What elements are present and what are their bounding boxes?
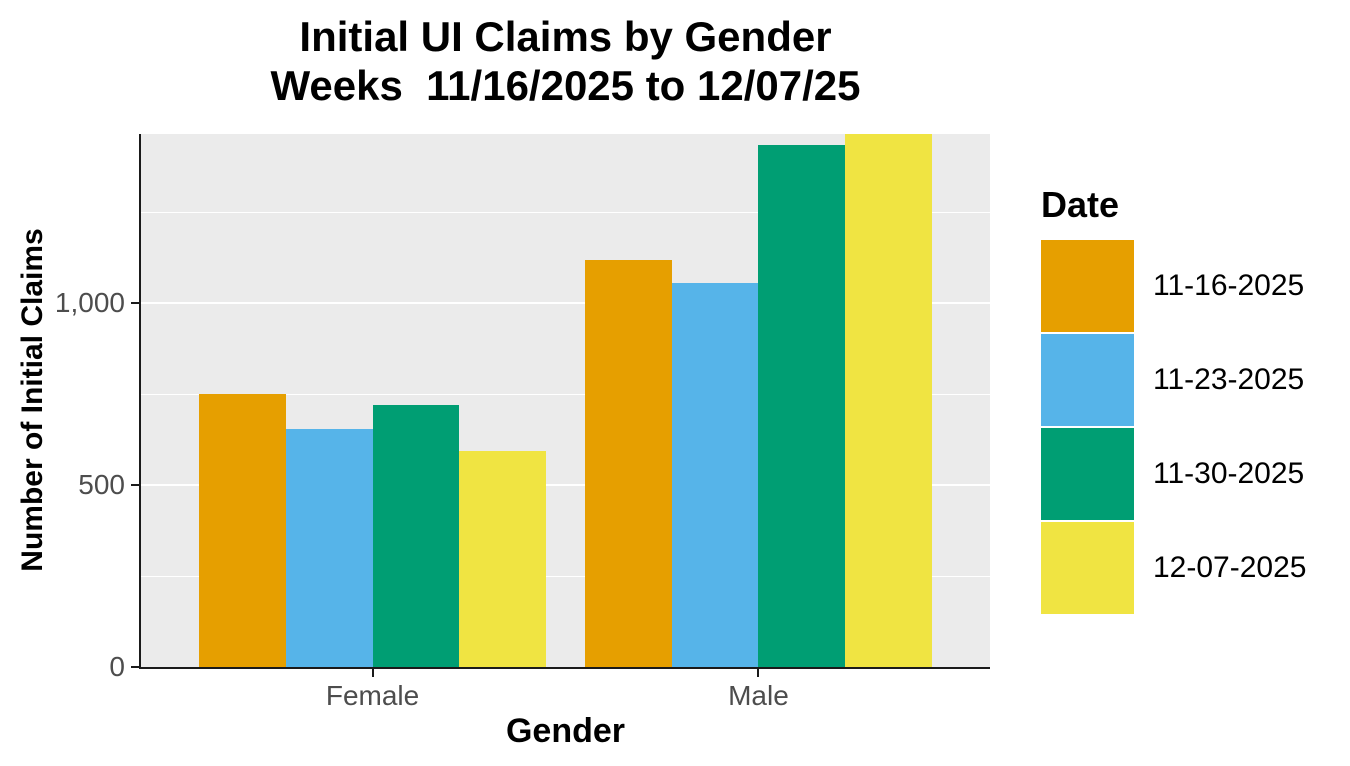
y-tick-label-500: 500: [78, 469, 125, 501]
legend-swatch-12-07-2025: [1041, 522, 1134, 614]
x-tick-mark-female: [371, 669, 374, 677]
bar-male-11-23-2025: [671, 283, 759, 667]
y-tick-mark-0: [131, 666, 139, 668]
legend: Date 11-16-2025 11-23-2025 11-30-2025 12-07…: [1041, 184, 1306, 616]
gridline-major-1000: [141, 302, 990, 305]
y-axis-title: Number of Initial Claims: [16, 228, 49, 572]
legend-item-12-07-2025: 12-07-2025: [1041, 522, 1306, 614]
plot-area: [141, 134, 990, 667]
x-tick-mark-male: [757, 669, 760, 677]
y-tick-mark-500: [131, 484, 139, 487]
legend-label-12-07-2025: 12-07-2025: [1153, 551, 1307, 584]
x-axis-title: Gender: [505, 712, 626, 750]
bar-female-12-07-2025: [459, 450, 547, 667]
gridline-minor-750: [141, 393, 990, 395]
legend-swatch-11-23-2025: [1041, 334, 1134, 426]
legend-label-11-23-2025: 11-23-2025: [1153, 363, 1305, 396]
bar-female-11-23-2025: [285, 428, 373, 667]
legend-title: Date: [1041, 184, 1120, 225]
chart-title: Initial UI Claims by Gender Weeks 11/16/…: [141, 12, 990, 110]
bar-female-11-30-2025: [372, 405, 460, 667]
bar-male-11-16-2025: [584, 259, 672, 667]
legend-item-11-23-2025: 11-23-2025: [1041, 334, 1306, 426]
legend-item-11-16-2025: 11-16-2025: [1041, 240, 1306, 332]
chart-title-line-2: Weeks 11/16/2025 to 12/07/25: [270, 62, 861, 109]
gridline-major-500: [141, 484, 990, 487]
legend-label-11-30-2025: 11-30-2025: [1153, 457, 1305, 490]
chart-title-line-1: Initial UI Claims by Gender: [299, 13, 832, 60]
gridline-minor-1250: [141, 211, 990, 213]
y-tick-label-1000: 1,000: [54, 287, 125, 319]
gridline-minor-250: [141, 575, 990, 577]
legend-label-11-16-2025: 11-16-2025: [1153, 269, 1305, 302]
legend-keys: 11-16-2025 11-23-2025 11-30-2025 12-07-2025: [1041, 240, 1306, 614]
legend-item-11-30-2025: 11-30-2025: [1041, 428, 1306, 520]
bar-male-11-30-2025: [758, 144, 846, 667]
y-tick-mark-1000: [131, 302, 139, 305]
legend-swatch-11-30-2025: [1041, 428, 1134, 520]
x-tick-label-male: Male: [728, 680, 789, 711]
legend-swatch-11-16-2025: [1041, 240, 1134, 332]
bar-female-11-16-2025: [198, 394, 286, 667]
chart-panel: [139, 134, 990, 669]
y-tick-label-0: 0: [109, 651, 125, 682]
x-tick-label-female: Female: [325, 680, 420, 711]
bar-male-12-07-2025: [845, 134, 933, 667]
